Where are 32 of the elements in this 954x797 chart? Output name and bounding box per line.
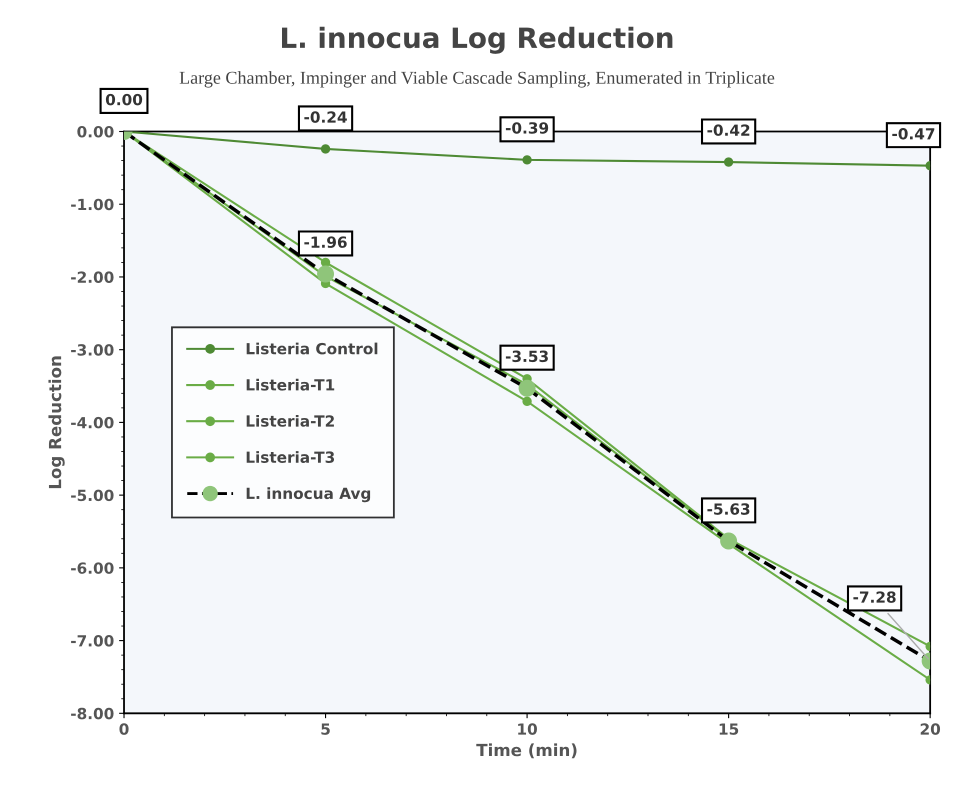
x-tick-label: 10 bbox=[518, 723, 537, 735]
data-label: -3.53 bbox=[506, 350, 548, 362]
legend-label: Listeria Control bbox=[246, 342, 378, 354]
y-tick-label: -6.00 bbox=[71, 562, 114, 574]
x-axis-title: Time (min) bbox=[476, 743, 577, 758]
data-label: -5.63 bbox=[707, 503, 750, 515]
y-tick-label: -1.00 bbox=[71, 198, 114, 210]
x-tick-label: 20 bbox=[920, 723, 940, 735]
legend-label: L. innocua Avg bbox=[246, 487, 370, 502]
x-tick-label: 15 bbox=[720, 724, 738, 735]
y-tick-label: -2.00 bbox=[71, 271, 114, 283]
x-tick-label: 5 bbox=[321, 724, 330, 735]
y-tick-label: -5.00 bbox=[71, 490, 114, 502]
data-label: -0.47 bbox=[892, 128, 934, 140]
y-tick-label: -4.00 bbox=[71, 416, 114, 428]
y-tick-label: -3.00 bbox=[71, 344, 114, 356]
chart-subtitle: Large Chamber, Impinger and Viable Cascade Sampling, Enumerated in Triplicate bbox=[180, 71, 774, 88]
legend-label: Listeria-T1 bbox=[246, 378, 334, 391]
data-label: -0.39 bbox=[506, 122, 548, 134]
y-tick-label: 0.00 bbox=[77, 126, 114, 138]
y-axis-title: Log Reduction bbox=[48, 356, 65, 488]
data-label: -0.24 bbox=[304, 111, 347, 123]
data-label: -1.96 bbox=[304, 236, 347, 248]
data-label: -7.28 bbox=[853, 591, 896, 603]
data-label: -0.42 bbox=[707, 124, 750, 136]
x-tick-label: 0 bbox=[119, 723, 129, 735]
chart-title: L. innocua Log Reduction bbox=[282, 26, 672, 54]
y-tick-label: -7.00 bbox=[71, 635, 114, 647]
y-tick-label: -8.00 bbox=[71, 708, 114, 720]
legend-label: Listeria-T3 bbox=[246, 451, 334, 463]
data-label: 0.00 bbox=[106, 94, 142, 106]
legend-label: Listeria-T2 bbox=[246, 414, 334, 427]
